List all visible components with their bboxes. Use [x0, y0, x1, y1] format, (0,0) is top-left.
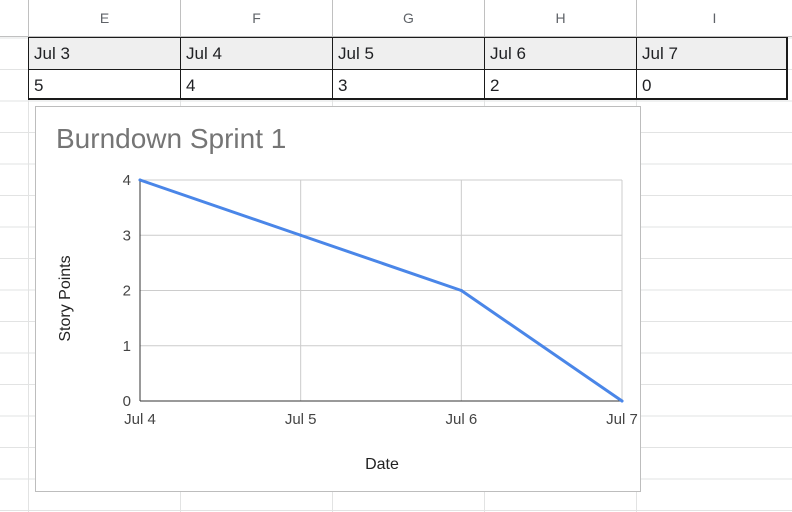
data-point [620, 399, 624, 403]
value-cell[interactable]: 4 [180, 69, 332, 100]
data-point [299, 233, 303, 237]
x-tick-label: Jul 4 [124, 411, 156, 428]
data-point [459, 289, 463, 292]
date-cell[interactable]: Jul 3 [28, 37, 180, 69]
date-cell[interactable]: Jul 7 [636, 37, 788, 69]
x-axis-title: Date [365, 456, 399, 473]
x-tick-label: Jul 6 [445, 411, 477, 428]
y-axis-title: Story Points [57, 255, 74, 341]
chart-canvas: 0 1 2 3 4 Jul 4 Jul 5 Jul 6 Jul 7 Date Story Point… [57, 172, 638, 473]
column-header-h[interactable]: H [484, 0, 636, 36]
date-cell[interactable]: Jul 4 [180, 37, 332, 69]
column-divider [28, 0, 29, 512]
table-border [786, 37, 788, 100]
value-cell[interactable]: 2 [484, 69, 636, 100]
y-tick-label: 3 [123, 227, 131, 244]
column-header-f[interactable]: F [180, 0, 332, 36]
burndown-chart[interactable]: Burndown Sprint 1 0 1 2 3 4 Jul 4 Jul 5 Jul 6 Ju… [35, 106, 641, 492]
y-tick-label: 0 [123, 393, 131, 410]
series-line [138, 178, 624, 403]
data-point [138, 178, 142, 182]
column-header-e[interactable]: E [28, 0, 180, 36]
y-tick-label: 4 [123, 172, 131, 189]
chart-title: Burndown Sprint 1 [56, 123, 287, 154]
value-cell[interactable]: 0 [636, 69, 788, 100]
x-tick-label: Jul 5 [285, 411, 317, 428]
value-cell[interactable]: 3 [332, 69, 484, 100]
column-header-row: E F G H I [0, 0, 792, 37]
value-cell[interactable]: 5 [28, 69, 180, 100]
y-tick-label: 1 [123, 338, 131, 355]
column-header-g[interactable]: G [332, 0, 484, 36]
date-cell[interactable]: Jul 5 [332, 37, 484, 69]
date-cell[interactable]: Jul 6 [484, 37, 636, 69]
column-header-i[interactable]: I [636, 0, 792, 36]
y-tick-label: 2 [123, 283, 131, 300]
x-tick-label: Jul 7 [606, 411, 638, 428]
